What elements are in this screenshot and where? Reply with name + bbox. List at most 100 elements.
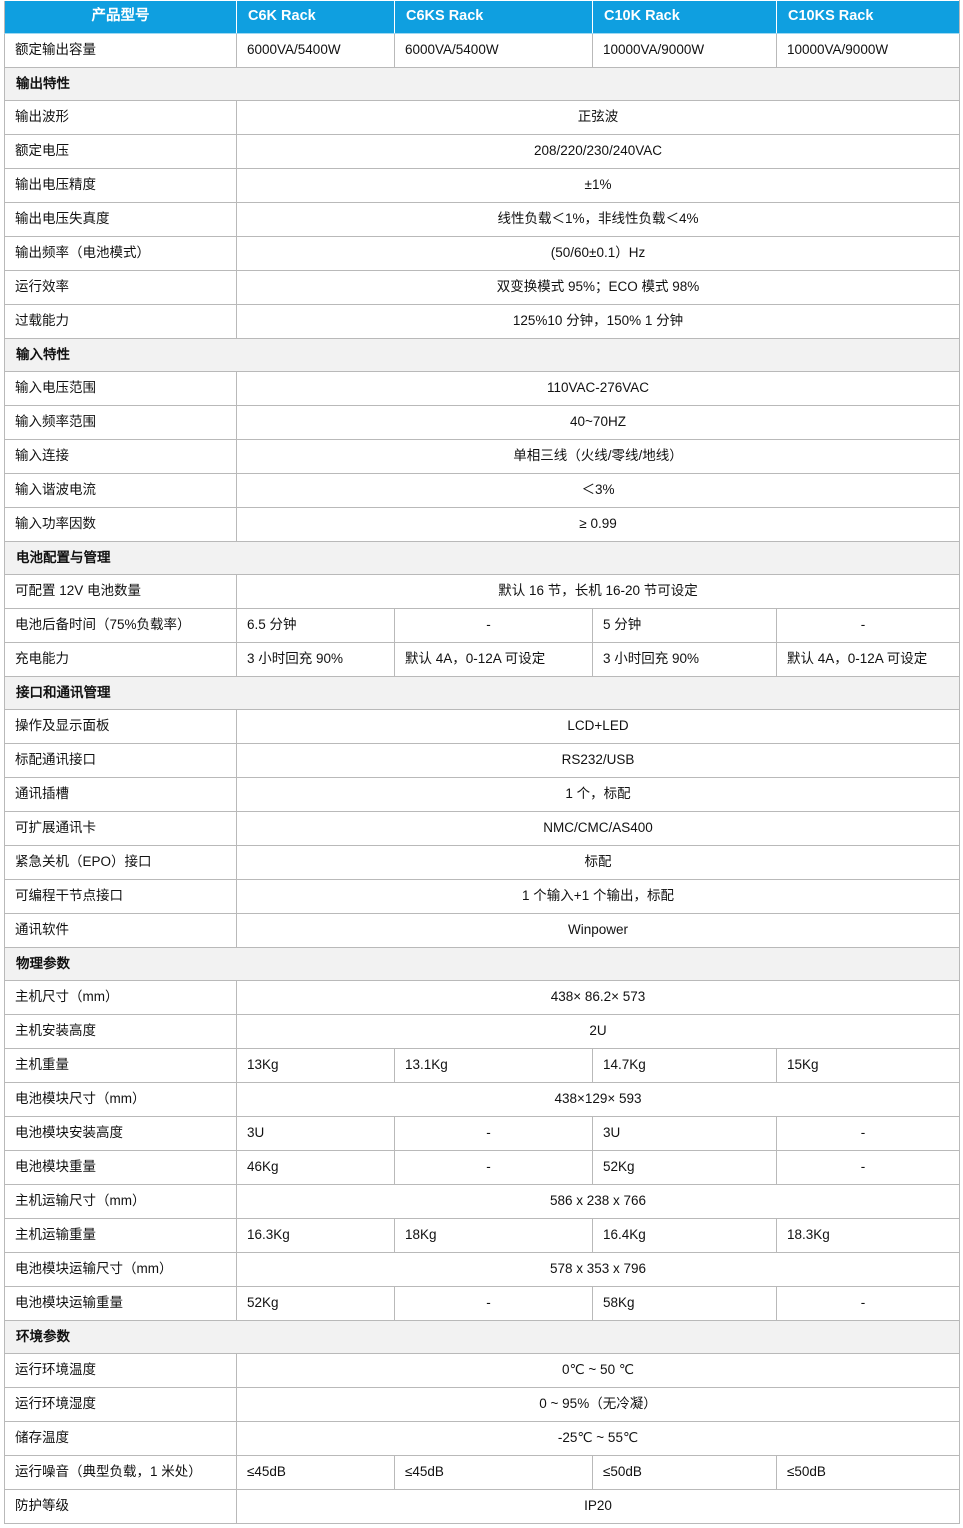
row-value-merged: 单相三线（火线/零线/地线）	[236, 439, 960, 474]
table-row: 过载能力 125%10 分钟，150% 1 分钟	[4, 304, 960, 339]
row-label: 输入连接	[4, 439, 237, 474]
row-value-3: 16.4Kg	[592, 1218, 777, 1253]
row-value-merged: 线性负载＜1%，非线性负载＜4%	[236, 202, 960, 237]
row-value-merged: 标配	[236, 845, 960, 880]
section-header-row: 电池配置与管理	[4, 541, 960, 575]
row-value-merged: 438× 86.2× 573	[236, 980, 960, 1015]
row-value-merged: ＜3%	[236, 473, 960, 508]
row-value-merged: 438×129× 593	[236, 1082, 960, 1117]
table-row: 充电能力 3 小时回充 90% 默认 4A，0-12A 可设定 3 小时回充 90% 默…	[4, 642, 960, 677]
row-value-merged: IP20	[236, 1489, 960, 1524]
row-value-merged: Winpower	[236, 913, 960, 948]
section-title: 输出特性	[4, 67, 960, 101]
row-value-1: 3U	[236, 1116, 395, 1151]
row-label: 运行噪音（典型负载，1 米处）	[4, 1455, 237, 1490]
table-row: 主机重量 13Kg 13.1Kg 14.7Kg 15Kg	[4, 1048, 960, 1083]
table-row: 操作及显示面板 LCD+LED	[4, 709, 960, 744]
row-value-merged: 1 个，标配	[236, 777, 960, 812]
row-label: 电池模块重量	[4, 1150, 237, 1185]
table-row: 输入连接 单相三线（火线/零线/地线）	[4, 439, 960, 474]
row-value-1: 46Kg	[236, 1150, 395, 1185]
section-title: 输入特性	[4, 338, 960, 372]
table-row: 运行环境湿度 0 ~ 95%（无冷凝）	[4, 1387, 960, 1422]
row-value-2: ≤45dB	[394, 1455, 593, 1490]
row-label: 输入电压范围	[4, 371, 237, 406]
row-label: 主机重量	[4, 1048, 237, 1083]
row-value-1: 13Kg	[236, 1048, 395, 1083]
row-value-1: 6000VA/5400W	[236, 33, 395, 68]
row-value-2: 6000VA/5400W	[394, 33, 593, 68]
row-label: 运行环境湿度	[4, 1387, 237, 1422]
row-value-merged: 1 个输入+1 个输出，标配	[236, 879, 960, 914]
row-label: 输入频率范围	[4, 405, 237, 440]
row-value-3: 10000VA/9000W	[592, 33, 777, 68]
row-value-merged: 40~70HZ	[236, 405, 960, 440]
row-label: 通讯插槽	[4, 777, 237, 812]
header-model-4: C10KS Rack	[776, 0, 960, 34]
row-label: 输出电压失真度	[4, 202, 237, 237]
row-value-3: ≤50dB	[592, 1455, 777, 1490]
table-row: 可扩展通讯卡 NMC/CMC/AS400	[4, 811, 960, 846]
table-row: 电池模块尺寸（mm） 438×129× 593	[4, 1082, 960, 1117]
header-model-3: C10K Rack	[592, 0, 777, 34]
row-value-merged: (50/60±0.1）Hz	[236, 236, 960, 271]
header-model-1: C6K Rack	[236, 0, 395, 34]
row-value-3: 3 小时回充 90%	[592, 642, 777, 677]
table-row: 电池后备时间（75%负载率） 6.5 分钟 -5 分钟 -	[4, 608, 960, 643]
row-label: 电池模块安装高度	[4, 1116, 237, 1151]
table-row: 主机运输重量 16.3Kg 18Kg 16.4Kg 18.3Kg	[4, 1218, 960, 1253]
header-model-2: C6KS Rack	[394, 0, 593, 34]
row-value-4: 18.3Kg	[776, 1218, 960, 1253]
row-value-4: 15Kg	[776, 1048, 960, 1083]
row-value-4: 默认 4A，0-12A 可设定	[776, 642, 960, 677]
table-row: 电池模块运输重量 52Kg -58Kg -	[4, 1286, 960, 1321]
specification-table: 产品型号 C6K Rack C6KS Rack C10K Rack C10KS Rack…	[4, 0, 960, 1524]
row-label: 电池模块运输重量	[4, 1286, 237, 1321]
table-row: 输出电压精度 ±1%	[4, 168, 960, 203]
row-label: 主机安装高度	[4, 1014, 237, 1049]
row-value-1: 16.3Kg	[236, 1218, 395, 1253]
row-value-4: ≤50dB	[776, 1455, 960, 1490]
section-header-row: 输出特性	[4, 67, 960, 101]
row-value-4: -	[776, 608, 960, 643]
row-label: 过载能力	[4, 304, 237, 339]
row-label: 可配置 12V 电池数量	[4, 574, 237, 609]
table-row: 运行效率 双变换模式 95%；ECO 模式 98%	[4, 270, 960, 305]
row-value-1: 6.5 分钟	[236, 608, 395, 643]
row-value-2: -	[394, 1150, 593, 1185]
row-label: 操作及显示面板	[4, 709, 237, 744]
table-row: 输出波形 正弦波	[4, 100, 960, 135]
table-row: 输入电压范围 110VAC-276VAC	[4, 371, 960, 406]
row-value-2: -	[394, 608, 593, 643]
row-value-4: -	[776, 1116, 960, 1151]
row-value-merged: ≥ 0.99	[236, 507, 960, 542]
table-row: 输入频率范围 40~70HZ	[4, 405, 960, 440]
table-row: 紧急关机（EPO）接口 标配	[4, 845, 960, 880]
table-row: 主机运输尺寸（mm） 586 x 238 x 766	[4, 1184, 960, 1219]
row-label: 充电能力	[4, 642, 237, 677]
row-label: 主机尺寸（mm）	[4, 980, 237, 1015]
row-value-merged: RS232/USB	[236, 743, 960, 778]
row-label: 额定输出容量	[4, 33, 237, 68]
row-value-1: 52Kg	[236, 1286, 395, 1321]
table-row: 电池模块安装高度 3U -3U -	[4, 1116, 960, 1151]
table-row: 额定输出容量 6000VA/5400W 6000VA/5400W 10000VA/90…	[4, 33, 960, 68]
table-row: 输入谐波电流 ＜3%	[4, 473, 960, 508]
row-label: 可编程干节点接口	[4, 879, 237, 914]
row-value-merged: 110VAC-276VAC	[236, 371, 960, 406]
row-value-3: 5 分钟	[592, 608, 777, 643]
row-value-merged: 208/220/230/240VAC	[236, 134, 960, 169]
row-label: 额定电压	[4, 134, 237, 169]
row-value-merged: ±1%	[236, 168, 960, 203]
row-label: 防护等级	[4, 1489, 237, 1524]
row-label: 运行环境温度	[4, 1353, 237, 1388]
row-value-4: -	[776, 1286, 960, 1321]
row-label: 电池模块运输尺寸（mm）	[4, 1252, 237, 1287]
section-title: 物理参数	[4, 947, 960, 981]
section-header-row: 物理参数	[4, 947, 960, 981]
table-row: 标配通讯接口 RS232/USB	[4, 743, 960, 778]
table-row: 额定电压 208/220/230/240VAC	[4, 134, 960, 169]
table-row: 主机安装高度 2U	[4, 1014, 960, 1049]
section-header-row: 接口和通讯管理	[4, 676, 960, 710]
section-header-row: 输入特性	[4, 338, 960, 372]
